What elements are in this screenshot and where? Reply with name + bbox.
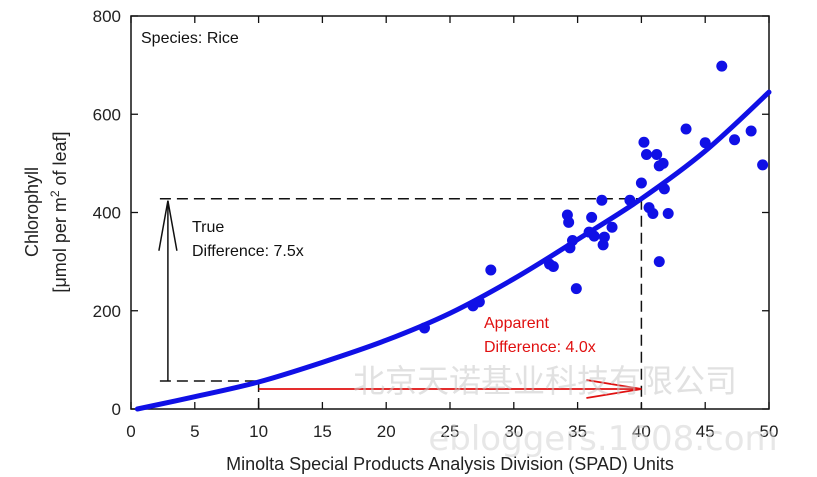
y-axis-title-line2: [μmol per m2 of leaf] bbox=[48, 131, 70, 292]
axis-ticks: 0 5 10 15 20 25 30 35 40 45 50 0 200 400 600 800 bbox=[93, 7, 779, 441]
data-point bbox=[729, 134, 741, 146]
x-tick-label: 0 bbox=[126, 422, 135, 441]
data-point bbox=[757, 159, 769, 171]
apparent-difference-arrowhead bbox=[586, 379, 642, 399]
y-tick-label: 200 bbox=[93, 302, 121, 321]
data-point bbox=[588, 230, 600, 242]
y-tick-label: 600 bbox=[93, 105, 121, 124]
guide-lines bbox=[159, 197, 643, 409]
x-tick-label: 10 bbox=[249, 422, 268, 441]
y-axis-title-part-a: [μmol per m bbox=[50, 197, 70, 292]
apparent-label-line1: Apparent bbox=[484, 315, 549, 332]
x-tick-label: 25 bbox=[441, 422, 460, 441]
data-point bbox=[716, 60, 728, 72]
x-tick-label: 15 bbox=[313, 422, 332, 441]
fit-curve-group bbox=[134, 89, 772, 412]
data-point bbox=[586, 211, 598, 223]
y-tick-label: 0 bbox=[112, 400, 121, 419]
data-point bbox=[485, 264, 497, 276]
data-point bbox=[473, 296, 485, 308]
x-tick-label: 50 bbox=[760, 422, 779, 441]
apparent-label-line2: Difference: 4.0x bbox=[484, 339, 596, 356]
data-point bbox=[635, 177, 647, 189]
data-point bbox=[745, 125, 757, 137]
x-tick-label: 45 bbox=[696, 422, 715, 441]
x-tick-label: 30 bbox=[504, 422, 523, 441]
data-point bbox=[418, 322, 430, 334]
y-tick-label: 400 bbox=[93, 204, 121, 223]
data-point bbox=[680, 123, 692, 135]
data-point bbox=[566, 235, 578, 247]
arrow-annotations bbox=[158, 200, 642, 399]
y-axis-title-line1: Chlorophyll bbox=[22, 167, 42, 257]
data-point bbox=[658, 183, 670, 195]
data-point bbox=[624, 194, 636, 206]
y-axis-title-superscript: 2 bbox=[48, 190, 62, 197]
data-point bbox=[662, 207, 674, 219]
y-axis-title-part-b: of leaf] bbox=[50, 131, 70, 190]
true-label-line1: True bbox=[192, 219, 224, 236]
data-point bbox=[570, 283, 582, 295]
true-label-line2: Difference: 7.5x bbox=[192, 243, 304, 260]
x-axis-title: Minolta Special Products Analysis Divisi… bbox=[226, 454, 674, 474]
fit-curve bbox=[134, 89, 772, 412]
x-tick-label: 5 bbox=[190, 422, 199, 441]
data-points bbox=[418, 60, 769, 334]
x-tick-label: 40 bbox=[632, 422, 651, 441]
data-point bbox=[547, 261, 559, 273]
data-point bbox=[598, 231, 610, 243]
species-label: Species: Rice bbox=[141, 30, 239, 47]
x-tick-label: 35 bbox=[568, 422, 587, 441]
data-point bbox=[563, 216, 575, 228]
data-point bbox=[638, 136, 650, 148]
true-difference-arrowhead bbox=[158, 200, 178, 251]
watermark-line2: ebloggers.1608.com bbox=[428, 419, 777, 459]
watermark-line1: 北京天诺基业科技有限公司 bbox=[353, 362, 737, 400]
x-tick-label: 20 bbox=[377, 422, 396, 441]
data-point bbox=[606, 221, 618, 233]
data-point bbox=[596, 194, 608, 206]
data-point bbox=[657, 157, 669, 169]
data-point bbox=[651, 149, 663, 161]
data-point bbox=[699, 137, 711, 149]
y-tick-label: 800 bbox=[93, 7, 121, 26]
data-point bbox=[653, 256, 665, 268]
data-point bbox=[641, 149, 653, 161]
data-point bbox=[647, 207, 659, 219]
